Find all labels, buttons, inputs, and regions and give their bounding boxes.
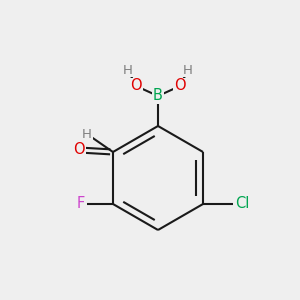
Text: F: F — [77, 196, 85, 211]
Text: O: O — [174, 79, 186, 94]
Text: H: H — [183, 64, 193, 76]
Text: B: B — [153, 88, 163, 104]
Text: Cl: Cl — [235, 196, 249, 211]
Text: O: O — [73, 142, 85, 158]
Text: O: O — [130, 79, 142, 94]
Text: H: H — [123, 64, 133, 76]
Text: H: H — [82, 128, 92, 140]
